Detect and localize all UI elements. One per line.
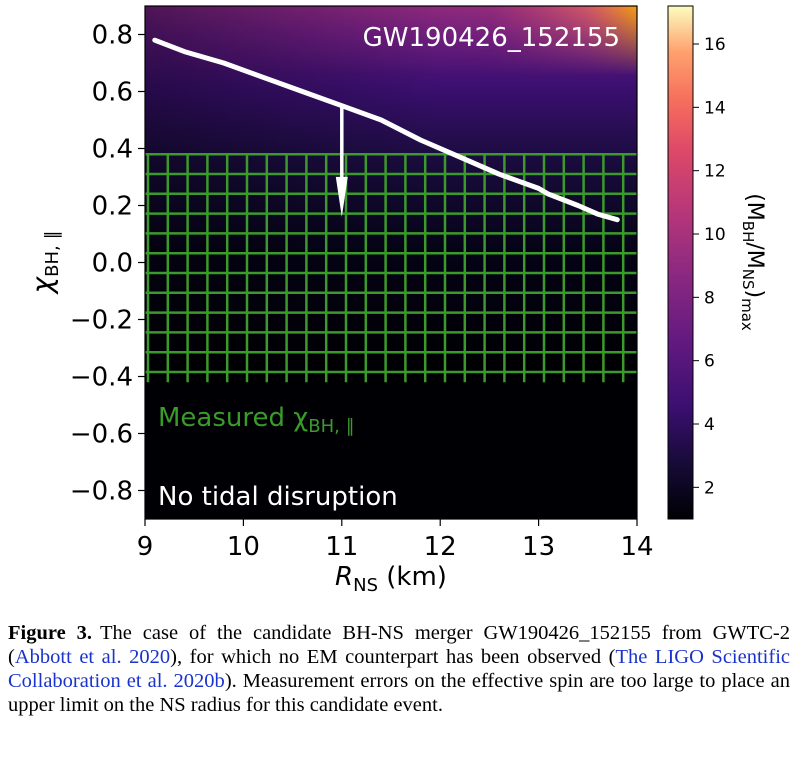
x-tick-label: 13 [522,532,555,562]
colorbar-tick-label: 12 [704,162,726,182]
x-tick-label: 10 [227,532,260,562]
y-axis: 0.8 0.6 0.4 0.2 0.0 −0.2 −0.4 −0.6 −0.8 [70,21,145,507]
y-tick-label: −0.4 [70,363,133,393]
y-tick-label: 0.2 [92,192,133,222]
chart-title: GW190426_152155 [363,23,620,53]
citation-link-abbott[interactable]: Abbott et al. 2020 [14,646,171,668]
y-tick-label: −0.6 [70,420,133,450]
y-tick-label: 0.4 [92,135,133,165]
colorbar [667,5,694,520]
figure: GW190426_152155 Measured χBH, ∥ No tidal… [26,5,767,596]
y-tick-label: 0.6 [92,78,133,108]
y-tick-label: 0.8 [92,21,133,51]
y-axis-label: χBH, ∥ [26,231,63,296]
x-tick-label: 14 [620,532,653,562]
measured-band-grid [145,152,637,383]
colorbar-tick-label: 14 [704,98,726,118]
limit-curve [152,37,620,223]
y-tick-label: 0.0 [92,249,133,279]
colorbar-tick-label: 8 [704,288,715,308]
colorbar-ticks: 2 4 6 8 10 12 14 16 [693,35,726,498]
citation-link-ligo[interactable]: The LIGO Scientific Collaboration et al.… [8,646,790,692]
colorbar-tick-label: 10 [704,225,726,245]
x-axis: 9 10 11 12 13 14 [137,519,654,562]
x-tick-label: 9 [137,532,154,562]
y-tick-label: −0.8 [70,477,133,507]
colorbar-label: (MBH/MNS)max [738,193,767,331]
arrow-head [335,176,348,217]
caption-text: ). Measurement errors on the effective s… [8,670,790,716]
figure-label: Figure 3. [8,622,92,644]
x-axis-label: RNS (km) [335,562,447,596]
colorbar-tick-label: 16 [704,35,726,55]
measured-annotation: Measured χBH, ∥ [158,403,355,437]
figure-caption: Figure 3. The case of the candidate BH-NS… [8,621,790,717]
colorbar-tick-label: 4 [704,415,715,435]
arrow [335,105,348,217]
caption-text: The case of the candidate BH-NS merger G… [8,622,790,668]
caption-text: ), for which no EM counterpart has been … [170,646,616,668]
colorbar-tick-label: 6 [704,352,715,372]
colorbar-tick-label: 2 [704,478,715,498]
y-tick-label: −0.2 [70,306,133,336]
x-tick-label: 12 [424,532,457,562]
no-disruption-annotation: No tidal disruption [158,482,398,512]
x-tick-label: 11 [325,532,358,562]
heatmap [145,6,637,519]
